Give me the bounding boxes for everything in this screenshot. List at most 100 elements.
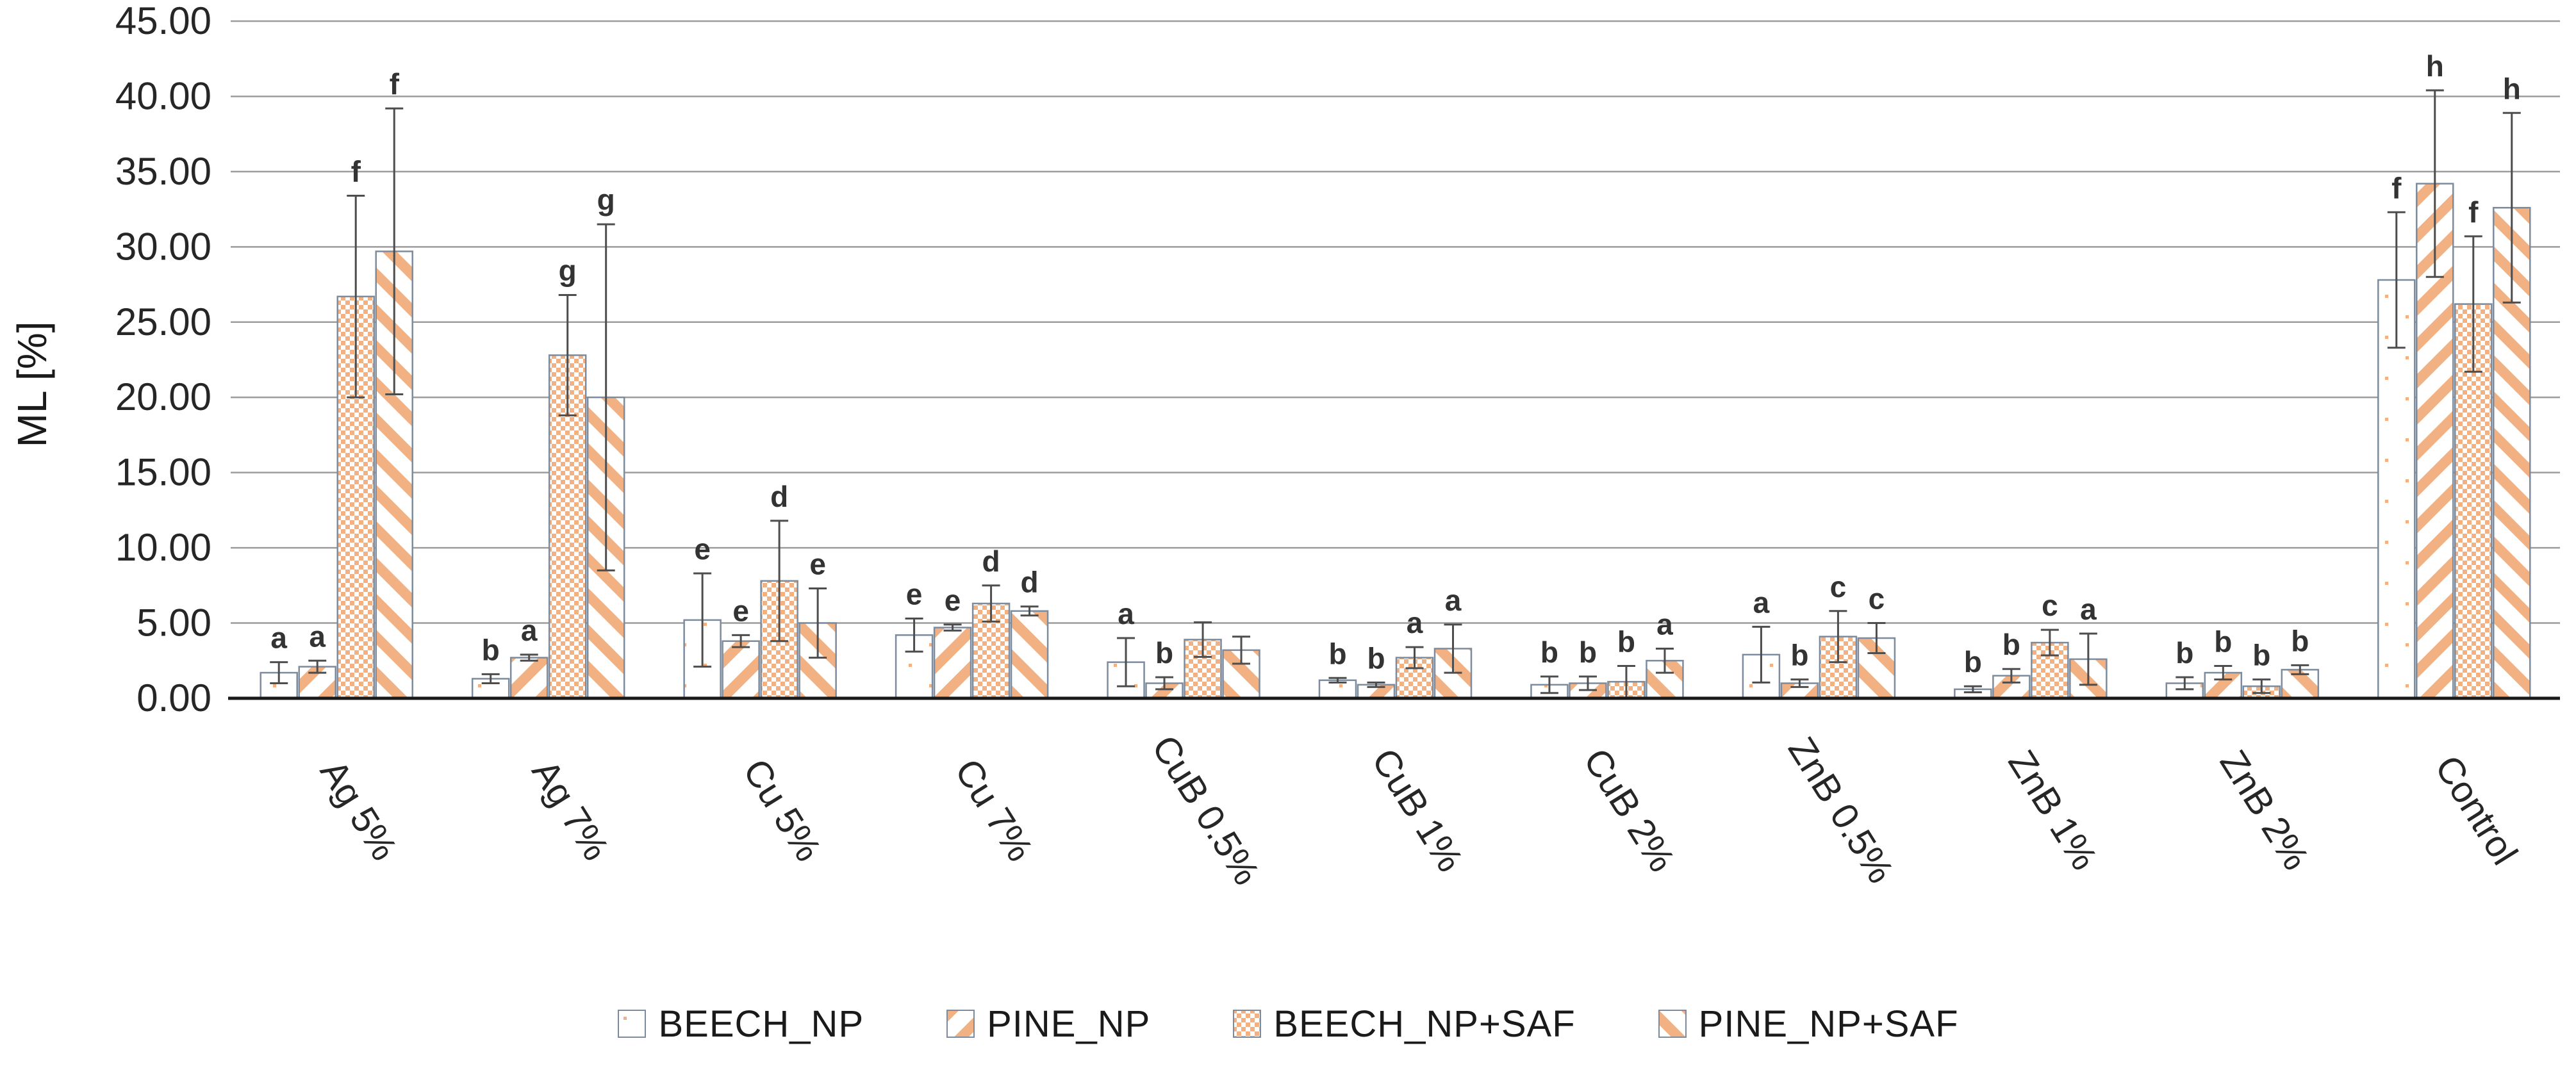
y-tick-label: 30.00 (115, 225, 211, 268)
error-bar (2464, 235, 2482, 373)
error-bar (1444, 623, 1462, 674)
significance-letter: g (559, 254, 577, 287)
significance-letter: h (2426, 49, 2444, 83)
bar-pine-np-cu-7- (933, 627, 972, 700)
error-bar (1328, 677, 1347, 684)
significance-letter: a (2080, 593, 2097, 626)
legend-item-pine-np-saf: PINE_NP+SAF (1658, 1003, 1959, 1046)
error-bar (905, 618, 923, 653)
significance-letter: f (2391, 171, 2402, 204)
significance-letter: f (2468, 195, 2479, 229)
error-bar (385, 107, 404, 396)
error-bar (1020, 605, 1039, 617)
y-tick-label: 5.00 (136, 602, 211, 644)
significance-letter: f (390, 67, 400, 101)
x-category-label: Cu 7% (946, 752, 1041, 869)
significance-letter: b (1540, 636, 1558, 669)
x-category-label: ZnB 1% (2000, 743, 2105, 877)
chart-legend: BEECH_NP PINE_NP BEECH_NP+SAF PINE_NP+SAF (0, 992, 2576, 1056)
error-bar (1867, 622, 1886, 655)
significance-letter: g (597, 183, 615, 217)
error-bar (1405, 646, 1424, 669)
error-bar (809, 587, 827, 659)
error-bar (1752, 625, 1771, 684)
error-bar (1578, 675, 1597, 691)
legend-item-beech-np-saf: BEECH_NP+SAF (1232, 1003, 1575, 1046)
error-bar (2425, 89, 2444, 278)
y-tick-label: 45.00 (115, 0, 211, 42)
error-bar (2252, 678, 2271, 694)
error-bar (347, 194, 365, 398)
error-bar (1790, 678, 1809, 688)
x-category-label: CuB 0.5% (1144, 728, 1268, 892)
significance-letter: b (2214, 625, 2232, 658)
error-bar (2291, 664, 2309, 675)
significance-letter: e (694, 532, 711, 566)
error-bar (2387, 211, 2406, 349)
significance-letter: b (1617, 625, 1635, 658)
significance-letter: a (521, 614, 538, 647)
error-bar (308, 659, 327, 674)
x-category-label: CuB 1% (1364, 741, 1471, 879)
error-bar (943, 623, 962, 632)
grid-layer: 0.00 5.00 10.00 15.00 20.00 25.00 30.00 35.00 40… (115, 0, 2560, 719)
bar-pine-np-ag-7- (509, 657, 549, 700)
error-bar (982, 584, 1000, 623)
error-bar (770, 520, 789, 643)
y-tick-label: 0.00 (136, 677, 211, 719)
significance-letter: b (2291, 624, 2309, 657)
significance-letter: a (1445, 584, 1462, 617)
significance-letter: a (309, 619, 326, 653)
error-bar (1232, 636, 1251, 665)
error-bar (270, 661, 288, 685)
significance-letter: b (1964, 645, 1982, 678)
legend-label: BEECH_NP (658, 1003, 864, 1045)
error-bar (1963, 685, 1982, 694)
error-bar (2214, 664, 2233, 681)
significance-letter: b (1328, 637, 1346, 670)
error-bar (1540, 675, 1558, 694)
legend-label: BEECH_NP+SAF (1273, 1003, 1576, 1045)
significance-letter: b (2252, 639, 2270, 672)
error-bar (2079, 632, 2097, 686)
error-bar (1117, 637, 1135, 687)
error-bar (2002, 668, 2020, 684)
error-bar (732, 634, 750, 648)
legend-swatch-diagonal-down-stripes-icon (1658, 1010, 1687, 1038)
significance-letter: a (1407, 606, 1423, 639)
significance-letter: e (906, 578, 923, 611)
y-tick-label: 20.00 (115, 375, 211, 418)
significance-letter: a (270, 621, 287, 655)
y-tick-label: 35.00 (115, 150, 211, 193)
significance-letter: b (1790, 639, 1808, 672)
significance-letter: b (1579, 636, 1597, 669)
error-bar (481, 673, 500, 685)
significance-letter: e (809, 548, 826, 581)
legend-label: PINE_NP+SAF (1698, 1003, 1959, 1045)
x-category-label: Control (2427, 748, 2525, 872)
legend-swatch-dense-checker-icon (1233, 1010, 1262, 1038)
error-bar (693, 572, 712, 668)
error-bar (1155, 676, 1174, 691)
error-bar (2502, 111, 2521, 304)
y-tick-label: 15.00 (115, 451, 211, 494)
significance-letter: e (945, 584, 961, 617)
significance-letter: b (2176, 636, 2193, 669)
significance-letter: d (770, 480, 788, 513)
legend-label: PINE_NP (987, 1003, 1151, 1045)
bar-pine-np-znb-2- (2204, 671, 2243, 700)
bar-pine-np-saf-cu-7- (1010, 610, 1049, 700)
significance-letter: h (2503, 72, 2521, 105)
x-category-label: Ag 7% (524, 753, 617, 867)
y-tick-label: 10.00 (115, 526, 211, 569)
error-bar (1655, 647, 1674, 674)
significance-letter: a (1656, 607, 1673, 641)
legend-swatch-diagonal-up-stripes-icon (946, 1010, 975, 1038)
x-category-label: Cu 5% (735, 752, 829, 869)
significance-letter: c (2042, 589, 2058, 622)
significance-letter: f (351, 154, 361, 188)
significance-letter: b (1367, 641, 1385, 675)
y-axis-title: ML [%] (9, 322, 55, 448)
legend-swatch-sparse-dots-icon (618, 1010, 647, 1038)
